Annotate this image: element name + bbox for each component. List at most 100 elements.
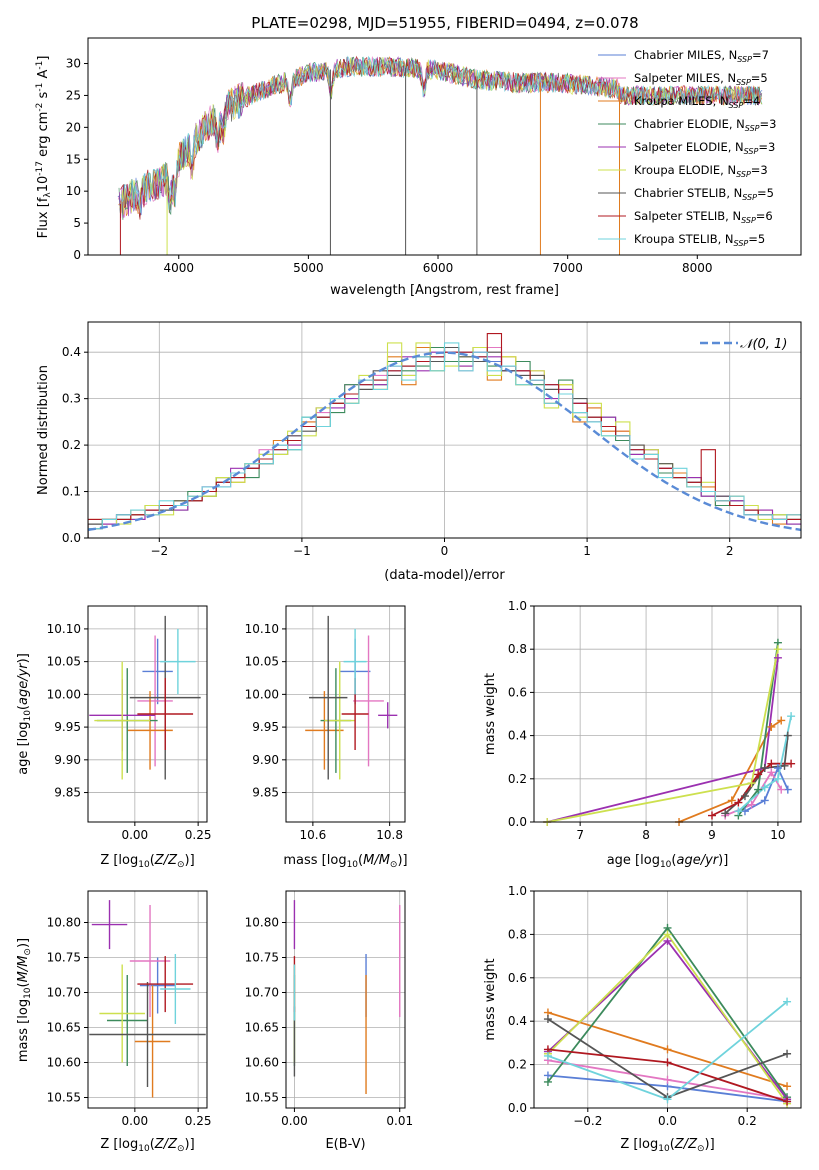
x-axis-label: Z [log10(Z/Z⊙)] xyxy=(620,1137,714,1154)
text-part: s xyxy=(36,91,51,102)
y-axis-label: mass weight xyxy=(483,958,498,1040)
y-tick-label: 0.4 xyxy=(508,1014,527,1028)
legend-entry: Salpeter ELODIE, NSSP=3 xyxy=(634,140,775,156)
text-part: SSP xyxy=(745,124,760,133)
text-part: age [log xyxy=(16,722,31,775)
legend-entry: Kroupa STELIB, NSSP=5 xyxy=(634,232,765,248)
y-tick-label: 9.85 xyxy=(54,786,81,800)
text-part: Kroupa MILES, N xyxy=(634,94,729,108)
y-tick-label: 10.70 xyxy=(47,986,81,1000)
y-tick-label: 0.6 xyxy=(508,971,527,985)
y-tick-label: 0.0 xyxy=(62,531,81,545)
x-axis-label: Z [log10(Z/Z⊙)] xyxy=(100,853,194,870)
weight-marker xyxy=(708,811,716,820)
y-axis-label: mass [log10(M/M⊙)] xyxy=(16,938,33,1062)
text-part: Flux [f xyxy=(36,197,51,238)
y-tick-label: 9.95 xyxy=(54,720,81,734)
text-part: Salpeter STELIB, N xyxy=(634,209,741,223)
y-tick-label: 10.10 xyxy=(47,622,81,636)
x-tick-label: 1 xyxy=(583,544,591,558)
weight-marker xyxy=(663,930,672,939)
y-tick-label: 10.60 xyxy=(245,1056,279,1070)
y-tick-label: 10.10 xyxy=(245,622,279,636)
y-axis-label: Flux [fλ10-17 erg cm-2 s-1 A-1] xyxy=(35,56,53,239)
text-part: ( xyxy=(670,1137,675,1152)
text-part: Z [log xyxy=(100,853,138,868)
y-axis-label: mass weight xyxy=(483,673,498,755)
text-part: Salpeter MILES, N xyxy=(634,71,736,85)
y-tick-label: 0.8 xyxy=(508,927,527,941)
text-part: ( xyxy=(150,1137,155,1152)
y-tick-label: 0.6 xyxy=(508,685,527,699)
weight-marker xyxy=(754,785,763,794)
figure-title: PLATE=0298, MJD=51955, FIBERID=0494, z=0… xyxy=(251,14,638,32)
text-part: =7 xyxy=(752,48,769,62)
axes-frame xyxy=(285,605,406,823)
x-tick-label: 0.2 xyxy=(738,1114,757,1128)
x-tick-label: 10 xyxy=(770,828,785,842)
x-tick-label: 7000 xyxy=(552,261,583,275)
text-part: )] xyxy=(16,653,31,663)
y-tick-label: 0 xyxy=(73,248,81,262)
text-part: 10 xyxy=(138,860,150,870)
text-part: age/yr xyxy=(16,662,31,705)
text-part: 10 xyxy=(23,987,33,999)
panel-age-vs-mass: 10.6 10.8 9.85 9.90 9.95 10.00 10.05 10.10 mass … xyxy=(245,605,408,870)
text-part: SSP xyxy=(734,239,749,248)
x-axis-label: E(B-V) xyxy=(325,1137,365,1152)
y-tick-label: 30 xyxy=(66,57,81,71)
y-tick-label: 0.2 xyxy=(508,772,527,786)
y-tick-label: 9.85 xyxy=(252,786,279,800)
x-tick-label: −1 xyxy=(293,544,311,558)
x-tick-label: 5000 xyxy=(293,261,324,275)
text-part: 10 xyxy=(660,860,672,870)
weight-marker xyxy=(783,1082,792,1091)
weight-marker xyxy=(727,796,736,805)
y-tick-label: 0.1 xyxy=(62,485,81,499)
y-tick-label: 1.0 xyxy=(508,884,527,898)
text-part: ⊙ xyxy=(177,860,185,870)
weight-line xyxy=(744,765,789,812)
x-tick-label: 10.8 xyxy=(376,828,403,842)
y-tick-label: 25 xyxy=(66,88,81,102)
weight-marker xyxy=(760,796,769,805)
x-axis-label: age [log10(age/yr)] xyxy=(607,853,729,870)
spectrum-line xyxy=(120,55,762,213)
text-part: age [log xyxy=(607,853,660,868)
y-tick-label: 9.90 xyxy=(252,753,279,767)
text-part: 10 xyxy=(138,1144,150,1154)
y-tick-label: 10.65 xyxy=(245,1021,279,1035)
y-tick-label: 0.2 xyxy=(62,438,81,452)
y-tick-label: 10.75 xyxy=(47,951,81,965)
axes-frame xyxy=(87,890,208,1109)
x-tick-label: 0.0 xyxy=(658,1114,677,1128)
text-part: ⊙ xyxy=(697,1144,705,1154)
text-part: SSP xyxy=(736,170,751,179)
axes-frame xyxy=(87,605,208,823)
weight-marker xyxy=(760,783,769,792)
weight-marker xyxy=(760,764,769,772)
y-tick-label: 10.80 xyxy=(47,916,81,930)
weight-marker xyxy=(663,1075,672,1084)
y-tick-label: 10.00 xyxy=(245,687,279,701)
text-part: Chabrier STELIB, N xyxy=(634,186,742,200)
panel-weight-vs-Z: −0.2 0.0 0.2 0.0 0.2 0.4 0.6 0.8 1.0 Z [log10(Z/Z… xyxy=(483,884,802,1154)
y-tick-label: 0.4 xyxy=(508,729,527,743)
text-part: Kroupa ELODIE, N xyxy=(634,163,736,177)
y-tick-label: 0.4 xyxy=(62,345,81,359)
y-tick-label: 15 xyxy=(66,152,81,166)
x-tick-label: 9 xyxy=(708,828,716,842)
text-part: =3 xyxy=(760,117,777,131)
x-tick-label: 10.6 xyxy=(300,828,327,842)
text-part: Z/Z xyxy=(674,1137,698,1152)
x-tick-label: 6000 xyxy=(423,261,454,275)
y-tick-label: 10.05 xyxy=(47,655,81,669)
weight-marker xyxy=(783,1097,792,1106)
weight-marker xyxy=(783,1049,792,1058)
y-tick-label: 0.3 xyxy=(62,392,81,406)
x-tick-label: 8000 xyxy=(682,261,713,275)
panel-mass-vs-Z: 0.00 0.25 10.55 10.60 10.65 10.70 10.75 10.80 Z … xyxy=(16,890,211,1154)
text-part: SSP xyxy=(741,216,756,225)
legend-entry: Chabrier MILES, NSSP=7 xyxy=(634,48,769,64)
